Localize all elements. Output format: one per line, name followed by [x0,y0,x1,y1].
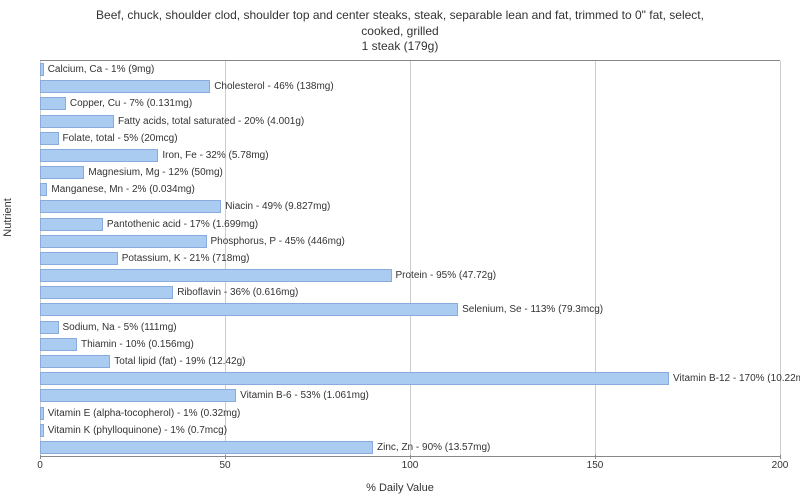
nutrient-bar [40,372,669,385]
chart-title: Beef, chuck, shoulder clod, shoulder top… [0,0,800,59]
nutrient-label: Cholesterol - 46% (138mg) [210,81,334,92]
nutrient-bar [40,441,373,454]
bar-row: Total lipid (fat) - 19% (12.42g) [40,353,780,370]
nutrient-label: Vitamin B-12 - 170% (10.22mcg) [669,373,800,384]
nutrient-label: Iron, Fe - 32% (5.78mg) [158,150,268,161]
bar-row: Manganese, Mn - 2% (0.034mg) [40,181,780,198]
bar-row: Vitamin K (phylloquinone) - 1% (0.7mcg) [40,422,780,439]
nutrient-label: Fatty acids, total saturated - 20% (4.00… [114,116,304,127]
nutrient-bar [40,132,59,145]
bar-row: Fatty acids, total saturated - 20% (4.00… [40,113,780,130]
nutrient-label: Zinc, Zn - 90% (13.57mg) [373,442,490,453]
bar-row: Potassium, K - 21% (718mg) [40,250,780,267]
bar-row: Vitamin E (alpha-tocopherol) - 1% (0.32m… [40,404,780,421]
nutrient-bar [40,269,392,282]
nutrient-bar [40,321,59,334]
bar-row: Folate, total - 5% (20mcg) [40,130,780,147]
nutrient-bar [40,338,77,351]
title-line-1: Beef, chuck, shoulder clod, shoulder top… [96,8,704,22]
x-tick-label: 0 [37,460,43,471]
x-tick-label: 200 [772,460,789,471]
nutrient-label: Sodium, Na - 5% (111mg) [59,322,177,333]
title-line-2: cooked, grilled [361,24,438,38]
nutrient-bar [40,303,458,316]
nutrient-bar [40,355,110,368]
x-tick-mark [40,455,41,459]
bar-row: Calcium, Ca - 1% (9mg) [40,61,780,78]
nutrient-label: Magnesium, Mg - 12% (50mg) [84,167,223,178]
nutrient-label: Potassium, K - 21% (718mg) [118,253,250,264]
nutrient-bar [40,252,118,265]
bar-row: Protein - 95% (47.72g) [40,267,780,284]
nutrient-label: Selenium, Se - 113% (79.3mcg) [458,304,603,315]
nutrient-bar [40,80,210,93]
nutrient-bar [40,97,66,110]
bar-row: Vitamin B-6 - 53% (1.061mg) [40,387,780,404]
bar-row: Riboflavin - 36% (0.616mg) [40,284,780,301]
bar-row: Thiamin - 10% (0.156mg) [40,336,780,353]
nutrient-label: Copper, Cu - 7% (0.131mg) [66,98,192,109]
bar-row: Iron, Fe - 32% (5.78mg) [40,147,780,164]
bar-row: Phosphorus, P - 45% (446mg) [40,233,780,250]
grid-line [780,61,781,456]
bar-row: Selenium, Se - 113% (79.3mcg) [40,301,780,318]
nutrient-bar [40,183,47,196]
nutrient-label: Vitamin B-6 - 53% (1.061mg) [236,390,369,401]
nutrient-bar [40,115,114,128]
plot-area: Calcium, Ca - 1% (9mg) Cholesterol - 46% … [40,60,780,457]
bar-row: Copper, Cu - 7% (0.131mg) [40,95,780,112]
x-tick-label: 150 [587,460,604,471]
nutrient-label: Folate, total - 5% (20mcg) [59,133,178,144]
nutrient-bar [40,166,84,179]
nutrient-bar [40,235,207,248]
x-axis-label: % Daily Value [0,482,800,494]
nutrient-bar [40,200,221,213]
x-tick-mark [410,455,411,459]
nutrient-label: Thiamin - 10% (0.156mg) [77,339,194,350]
title-line-3: 1 steak (179g) [362,39,439,53]
x-tick-mark [780,455,781,459]
bar-row: Niacin - 49% (9.827mg) [40,198,780,215]
nutrient-label: Calcium, Ca - 1% (9mg) [44,64,155,75]
nutrient-label: Protein - 95% (47.72g) [392,270,497,281]
nutrient-label: Phosphorus, P - 45% (446mg) [207,236,345,247]
x-tick-label: 50 [219,460,230,471]
bar-row: Magnesium, Mg - 12% (50mg) [40,164,780,181]
nutrient-label: Riboflavin - 36% (0.616mg) [173,287,298,298]
nutrient-bar [40,218,103,231]
bar-row: Vitamin B-12 - 170% (10.22mcg) [40,370,780,387]
nutrient-label: Vitamin E (alpha-tocopherol) - 1% (0.32m… [44,408,241,419]
nutrient-chart: Beef, chuck, shoulder clod, shoulder top… [0,0,800,500]
nutrient-label: Pantothenic acid - 17% (1.699mg) [103,219,258,230]
nutrient-label: Vitamin K (phylloquinone) - 1% (0.7mcg) [44,425,227,436]
bar-row: Zinc, Zn - 90% (13.57mg) [40,439,780,456]
nutrient-bar [40,389,236,402]
nutrient-bar [40,286,173,299]
nutrient-label: Manganese, Mn - 2% (0.034mg) [47,184,194,195]
x-tick-mark [595,455,596,459]
bar-row: Pantothenic acid - 17% (1.699mg) [40,216,780,233]
nutrient-bar [40,149,158,162]
bar-row: Cholesterol - 46% (138mg) [40,78,780,95]
nutrient-label: Niacin - 49% (9.827mg) [221,201,330,212]
nutrient-label: Total lipid (fat) - 19% (12.42g) [110,356,245,367]
x-tick-label: 100 [402,460,419,471]
x-tick-mark [225,455,226,459]
bar-row: Sodium, Na - 5% (111mg) [40,319,780,336]
y-axis-label: Nutrient [2,198,14,237]
